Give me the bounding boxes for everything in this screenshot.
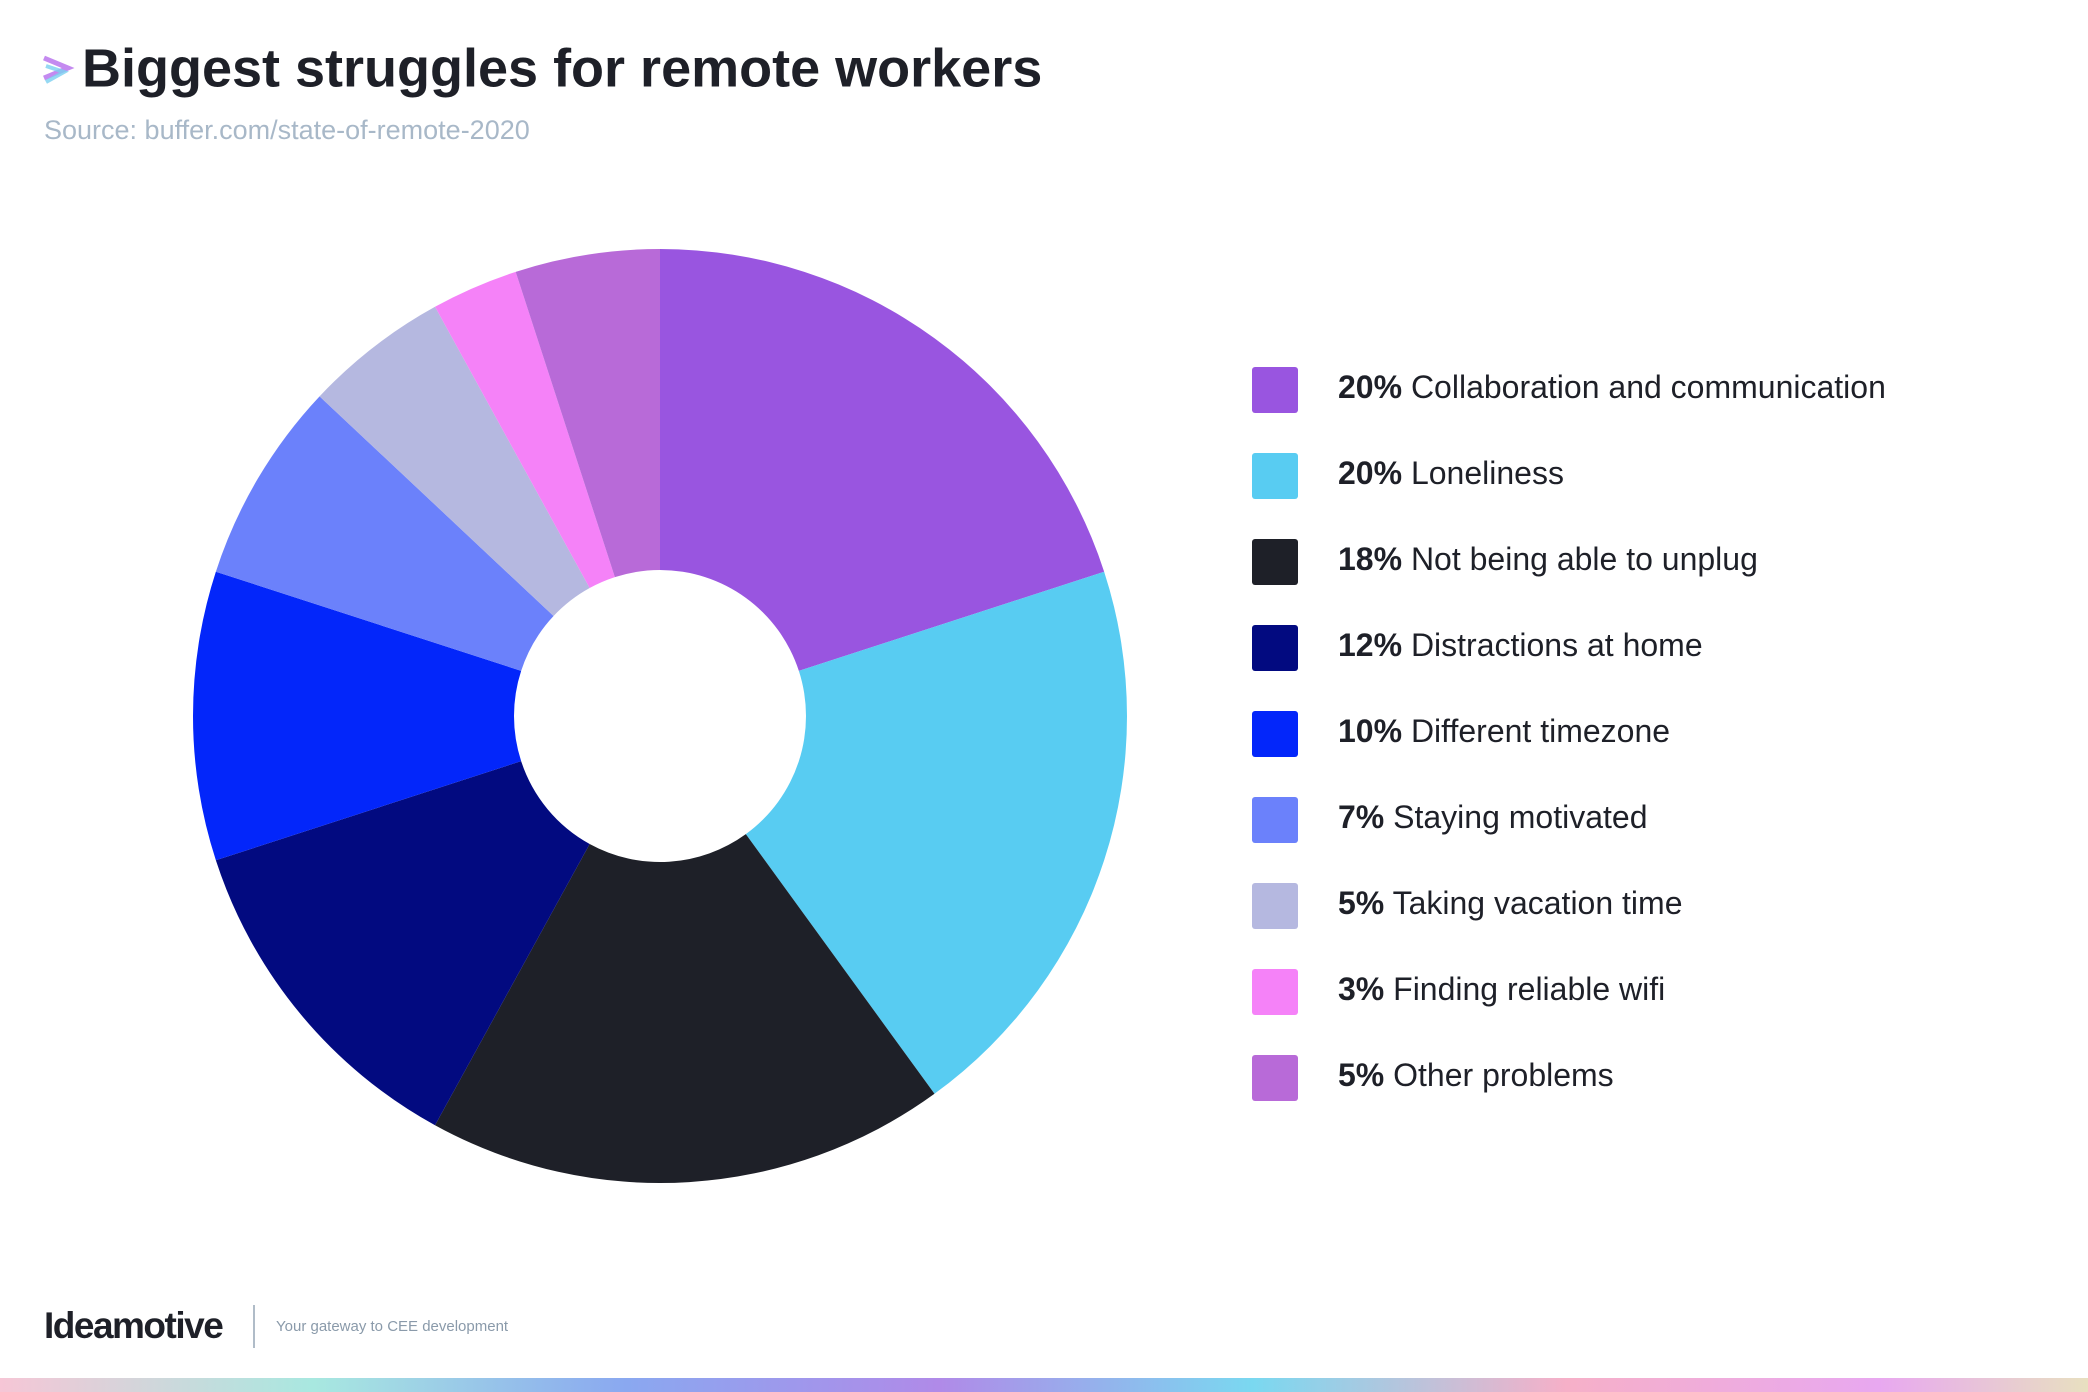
legend-value: 7%: [1338, 799, 1384, 835]
legend-label: 5% Other problems: [1338, 1057, 1614, 1093]
legend-category: Loneliness: [1411, 455, 1564, 491]
legend-category: Collaboration and communication: [1411, 369, 1886, 405]
brand: Ideamotive: [44, 1305, 223, 1346]
slice: [435, 834, 935, 1183]
chart-subtitle: Source: buffer.com/state-of-remote-2020: [44, 115, 530, 145]
legend-value: 10%: [1338, 713, 1402, 749]
legend-category: Staying motivated: [1393, 799, 1647, 835]
slice: [319, 306, 590, 617]
legend-category: Distractions at home: [1411, 627, 1703, 663]
chart-title: Biggest struggles for remote workers: [82, 38, 1042, 98]
legend-swatch: [1252, 367, 1298, 413]
slice: [435, 271, 615, 589]
legend-label: 5% Taking vacation time: [1338, 885, 1682, 921]
legend-swatch: [1252, 969, 1298, 1015]
logo-icon: [43, 55, 75, 84]
slice: [193, 571, 522, 861]
legend-swatch: [1252, 625, 1298, 671]
legend-value: 18%: [1338, 541, 1402, 577]
legend-label: 7% Staying motivated: [1338, 799, 1648, 835]
legend-label: 10% Different timezone: [1338, 713, 1670, 749]
slice: [745, 571, 1127, 1094]
legend-label: 18% Not being able to unplug: [1338, 541, 1758, 577]
legend-value: 20%: [1338, 455, 1402, 491]
legend-value: 3%: [1338, 971, 1384, 1007]
tagline: Your gateway to CEE development: [276, 1318, 509, 1335]
legend-swatch: [1252, 453, 1298, 499]
legend-value: 20%: [1338, 369, 1402, 405]
legend-swatch: [1252, 797, 1298, 843]
legend-swatch: [1252, 539, 1298, 585]
slice: [660, 249, 1105, 671]
legend-category: Other problems: [1393, 1057, 1614, 1093]
legend-swatch: [1252, 711, 1298, 757]
slice: [215, 396, 554, 671]
legend-category: Taking vacation time: [1393, 885, 1683, 921]
legend-category: Not being able to unplug: [1411, 541, 1758, 577]
legend-swatch: [1252, 1055, 1298, 1101]
legend-label: 3% Finding reliable wifi: [1338, 971, 1665, 1007]
legend-label: 20% Collaboration and communication: [1338, 369, 1886, 405]
slice: [215, 761, 590, 1126]
legend-value: 12%: [1338, 627, 1402, 663]
legend-label: 20% Loneliness: [1338, 455, 1564, 491]
legend-value: 5%: [1338, 885, 1384, 921]
legend-label: 12% Distractions at home: [1338, 627, 1703, 663]
legend-swatch: [1252, 883, 1298, 929]
legend-value: 5%: [1338, 1057, 1384, 1093]
legend-category: Different timezone: [1411, 713, 1670, 749]
slice: [515, 249, 660, 578]
gradient-bar: [0, 1378, 2088, 1392]
legend-category: Finding reliable wifi: [1393, 971, 1665, 1007]
